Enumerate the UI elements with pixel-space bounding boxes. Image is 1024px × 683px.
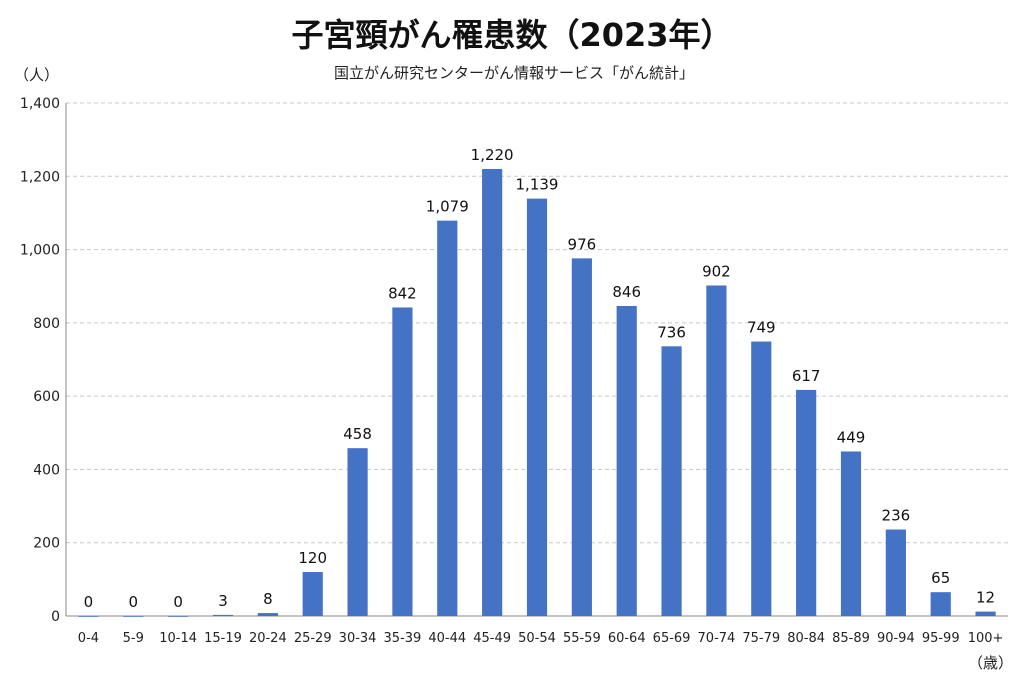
- bar: [526, 198, 548, 616]
- bar: [78, 616, 99, 617]
- data-label: 902: [702, 262, 731, 280]
- data-label: 0: [173, 593, 183, 611]
- x-tick-label: 50-54: [518, 631, 556, 646]
- bar: [840, 451, 862, 616]
- data-label: 842: [388, 284, 417, 302]
- data-label: 12: [976, 589, 995, 607]
- x-tick-label: 40-44: [428, 631, 466, 646]
- x-tick-label: 25-29: [294, 631, 332, 646]
- x-axis-unit: （歳）: [968, 654, 1014, 672]
- data-label: 0: [84, 593, 94, 611]
- x-tick-label: 85-89: [832, 631, 870, 646]
- x-tick-label: 45-49: [473, 631, 511, 646]
- x-tick-label: 0-4: [78, 631, 99, 646]
- bar: [751, 341, 772, 616]
- bar: [796, 389, 817, 616]
- data-label: 458: [343, 425, 372, 443]
- bar: [661, 346, 682, 616]
- x-tick-label: 35-39: [384, 631, 422, 646]
- data-label: 976: [568, 235, 597, 253]
- bar: [975, 611, 996, 616]
- chart-title: 子宮頸がん罹患数（2023年）: [291, 16, 733, 54]
- source-note: 国立がん研究センターがん情報サービス「がん統計」: [333, 64, 694, 82]
- data-label: 749: [747, 319, 776, 337]
- bar: [168, 616, 189, 617]
- x-tick-label: 70-74: [698, 631, 736, 646]
- data-label: 8: [263, 590, 273, 608]
- data-label: 449: [837, 428, 866, 446]
- x-tick-label: 80-84: [787, 631, 825, 646]
- data-label: 846: [612, 283, 641, 301]
- bar: [482, 168, 503, 616]
- data-label: 1,139: [516, 176, 559, 194]
- y-tick-label: 1,000: [20, 243, 60, 259]
- bar: [437, 220, 458, 616]
- data-label: 0: [129, 593, 139, 611]
- data-label: 3: [218, 592, 228, 610]
- bar: [302, 572, 323, 616]
- y-tick-label: 400: [33, 462, 60, 478]
- data-label: 236: [882, 507, 911, 525]
- x-tick-label: 5-9: [123, 631, 144, 646]
- bar: [885, 529, 906, 616]
- bar: [257, 613, 278, 616]
- data-label: 120: [298, 549, 327, 567]
- x-tick-label: 55-59: [563, 631, 601, 646]
- x-tick-label: 65-69: [653, 631, 691, 646]
- bar: [616, 306, 637, 616]
- x-tick-label: 100+: [968, 631, 1004, 646]
- data-label: 736: [657, 323, 686, 341]
- data-label: 1,079: [426, 198, 469, 216]
- x-tick-label: 15-19: [204, 631, 242, 646]
- bar: [392, 307, 413, 616]
- bar: [123, 616, 144, 617]
- x-tick-label: 10-14: [159, 631, 197, 646]
- bar: [571, 258, 592, 616]
- data-label: 65: [931, 569, 950, 587]
- y-tick-label: 600: [33, 389, 60, 405]
- y-tick-label: 1,200: [20, 169, 60, 185]
- x-tick-label: 95-99: [922, 631, 960, 646]
- bar: [347, 448, 368, 616]
- x-tick-label: 20-24: [249, 631, 287, 646]
- y-axis-unit: （人）: [14, 66, 60, 84]
- data-label: 1,220: [471, 146, 514, 164]
- x-tick-label: 75-79: [742, 631, 780, 646]
- bar: [930, 592, 951, 616]
- y-tick-label: 0: [51, 609, 60, 625]
- x-tick-label: 60-64: [608, 631, 646, 646]
- data-label: 617: [792, 367, 821, 385]
- bar: [212, 614, 234, 616]
- bar: [706, 285, 727, 616]
- y-tick-label: 800: [33, 316, 60, 332]
- y-tick-label: 1,400: [20, 96, 60, 112]
- x-tick-label: 30-34: [339, 631, 377, 646]
- x-tick-label: 90-94: [877, 631, 915, 646]
- y-tick-label: 200: [33, 536, 60, 552]
